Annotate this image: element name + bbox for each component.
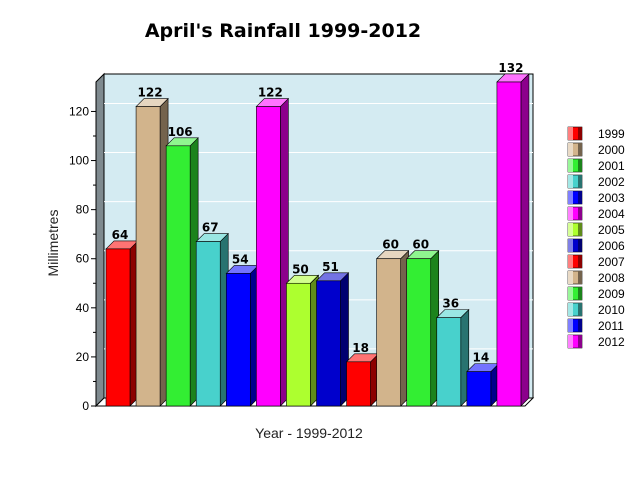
bar-2009 xyxy=(405,250,440,407)
data-label-2007: 18 xyxy=(352,341,369,355)
data-label-1999: 64 xyxy=(112,228,129,242)
y-tick-label: 60 xyxy=(76,252,90,266)
legend-label: 2011 xyxy=(598,319,624,333)
data-labels: 64 122 106 67 54 122 50 51 18 60 60 36 14 132 xyxy=(112,61,524,365)
y-tick-label: 20 xyxy=(76,350,90,364)
bar-2005 xyxy=(285,274,320,407)
legend-item-2008: 2008 xyxy=(567,270,625,285)
legend-label: 2006 xyxy=(598,239,625,253)
legend-item-2007: 2007 xyxy=(567,254,625,269)
bar-2000 xyxy=(135,97,169,407)
legend-label: 2002 xyxy=(598,175,625,189)
legend-label: 2003 xyxy=(598,191,625,205)
bar-2010 xyxy=(436,308,470,407)
legend-item-2003: 2003 xyxy=(567,190,625,205)
legend-label: 2001 xyxy=(598,159,625,173)
legend-label: 2009 xyxy=(598,287,625,301)
bars xyxy=(105,73,530,407)
bar-2007 xyxy=(345,353,380,407)
legend-label: 2008 xyxy=(598,271,625,285)
legend-item-2000: 2000 xyxy=(567,142,625,157)
y-axis: 0 20 40 60 80 100 120 xyxy=(69,82,97,413)
bar-2001 xyxy=(165,137,199,407)
bar-2011 xyxy=(466,362,500,407)
side-wall xyxy=(95,72,105,408)
legend-label: 2000 xyxy=(598,143,625,157)
legend: 1999 2000 2001 2002 2003 2004 2005 2006 2007 2008… xyxy=(567,126,625,349)
legend-item-1999: 1999 xyxy=(567,126,625,141)
legend-item-2002: 2002 xyxy=(567,174,625,189)
bar-2006 xyxy=(315,272,350,407)
legend-item-2010: 2010 xyxy=(567,302,625,317)
legend-label: 2007 xyxy=(598,255,625,269)
legend-item-2009: 2009 xyxy=(567,286,625,301)
data-label-2010: 36 xyxy=(442,297,459,311)
legend-label: 1999 xyxy=(598,127,625,141)
bar-2008 xyxy=(375,250,410,407)
bar-2012 xyxy=(496,73,530,407)
legend-label: 2004 xyxy=(598,207,625,221)
data-label-2006: 51 xyxy=(322,260,339,274)
y-tick-label: 80 xyxy=(76,203,90,217)
y-tick-label: 0 xyxy=(82,399,89,413)
x-axis-title: Year - 1999-2012 xyxy=(255,425,363,441)
bar-2004 xyxy=(255,97,290,407)
data-label-2001: 106 xyxy=(168,125,193,139)
data-label-2004: 122 xyxy=(258,86,283,100)
legend-label: 2005 xyxy=(598,223,625,237)
legend-item-2005: 2005 xyxy=(567,222,625,237)
bar-2002 xyxy=(195,232,229,407)
legend-item-2006: 2006 xyxy=(567,238,625,253)
data-label-2002: 67 xyxy=(202,221,219,235)
y-axis-title: Millimetres xyxy=(45,210,61,277)
data-label-2003: 54 xyxy=(232,252,249,266)
y-tick-label: 40 xyxy=(76,301,90,315)
legend-item-2011: 2011 xyxy=(567,318,624,333)
data-label-2011: 14 xyxy=(473,351,490,365)
chart-title: April's Rainfall 1999-2012 xyxy=(145,20,421,42)
y-tick-label: 120 xyxy=(69,104,89,118)
bar-2003 xyxy=(225,264,260,407)
data-label-2000: 122 xyxy=(138,86,163,100)
y-tick-label: 100 xyxy=(69,154,89,168)
data-label-2005: 50 xyxy=(292,262,309,276)
legend-item-2001: 2001 xyxy=(567,158,625,173)
legend-item-2012: 2012 xyxy=(567,334,625,349)
data-label-2008: 60 xyxy=(382,238,399,252)
legend-item-2004: 2004 xyxy=(567,206,625,221)
bar-1999 xyxy=(105,240,139,407)
legend-label: 2010 xyxy=(598,303,625,317)
data-label-2012: 132 xyxy=(498,61,523,75)
data-label-2009: 60 xyxy=(412,238,429,252)
legend-label: 2012 xyxy=(598,335,625,349)
